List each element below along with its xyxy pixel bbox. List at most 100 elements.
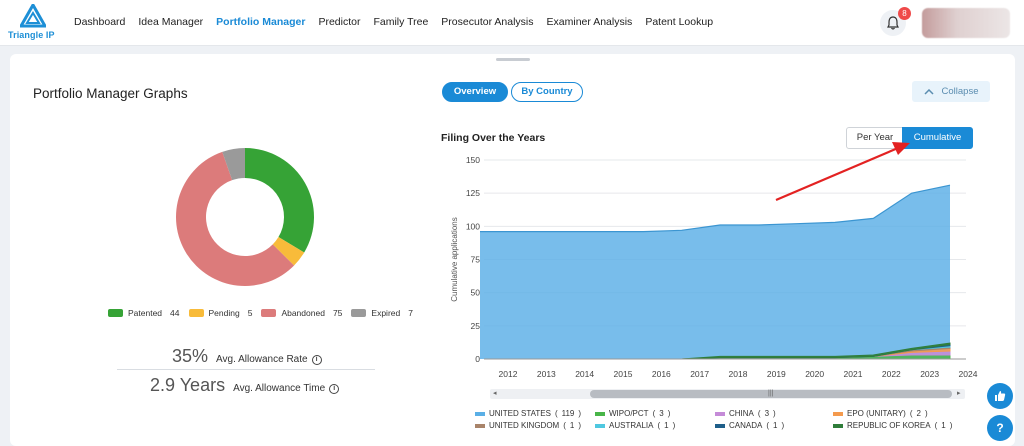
filing-area-chart: 0 25 50 75 100 125 150 Cumulative applications 2… bbox=[450, 155, 978, 379]
legend-item-united-states[interactable]: UNITED STATES (119) bbox=[475, 409, 595, 418]
legend-swatch bbox=[833, 423, 843, 428]
legend-item-epo-unitary-[interactable]: EPO (UNITARY) (2) bbox=[833, 409, 953, 418]
nav-item-predictor[interactable]: Predictor bbox=[318, 16, 361, 28]
brand-logo[interactable]: Triangle IP bbox=[8, 4, 58, 42]
tab-overview[interactable]: Overview bbox=[442, 82, 508, 102]
legend-swatch bbox=[475, 423, 485, 428]
y-tick-label: 100 bbox=[466, 221, 480, 231]
filing-chart-title: Filing Over the Years bbox=[441, 132, 546, 144]
nav-item-portfolio-manager[interactable]: Portfolio Manager bbox=[216, 16, 306, 28]
legend-item-republic-of-korea[interactable]: REPUBLIC OF KOREA (1) bbox=[833, 421, 953, 430]
legend-swatch bbox=[833, 411, 843, 416]
help-button[interactable]: ? bbox=[987, 415, 1013, 441]
donut-slice-pending[interactable] bbox=[272, 237, 305, 266]
legend-item-canada[interactable]: CANADA (1) bbox=[715, 421, 833, 430]
legend-item-wipo-pct[interactable]: WIPO/PCT (3) bbox=[595, 409, 715, 418]
country-legend: UNITED STATES (119) WIPO/PCT (3) CHINA (3)… bbox=[475, 409, 953, 430]
legend-count: 3 bbox=[659, 409, 664, 418]
tab-by-country[interactable]: By Country bbox=[511, 82, 583, 102]
chart-scrollbar[interactable]: ◂ ||| ▸ bbox=[490, 389, 965, 399]
y-tick-label: 125 bbox=[466, 188, 480, 198]
legend-count: 1 bbox=[569, 421, 575, 430]
x-tick-label: 2021 bbox=[844, 369, 863, 379]
scroll-left-arrow-icon[interactable]: ◂ bbox=[493, 390, 497, 397]
page-title: Portfolio Manager Graphs bbox=[33, 86, 188, 101]
x-tick-label: 2024 bbox=[959, 369, 978, 379]
x-tick-label: 2015 bbox=[614, 369, 633, 379]
x-tick-label: 2023 bbox=[920, 369, 939, 379]
info-icon[interactable]: i bbox=[329, 383, 340, 394]
legend-swatch bbox=[715, 423, 725, 428]
legend-count: 119 bbox=[561, 409, 575, 418]
allowance-rate-value: 35% bbox=[172, 346, 209, 366]
legend-count: 75 bbox=[332, 308, 343, 318]
donut-slice-expired[interactable] bbox=[222, 148, 245, 181]
allowance-time-value: 2.9 Years bbox=[150, 375, 226, 395]
allowance-rate-label: Avg. Allowance Rate bbox=[216, 354, 308, 365]
stats-divider bbox=[117, 369, 375, 370]
bell-icon bbox=[887, 16, 899, 30]
legend-label: Patented bbox=[128, 308, 163, 318]
allowance-rate-stat: 35% Avg. Allowance Rate i bbox=[172, 346, 322, 367]
brand-name: Triangle IP bbox=[8, 30, 55, 40]
nav-item-prosecutor-analysis[interactable]: Prosecutor Analysis bbox=[441, 16, 534, 28]
legend-label: CHINA bbox=[729, 409, 754, 418]
legend-count: 44 bbox=[170, 308, 180, 318]
legend-swatch bbox=[351, 309, 367, 317]
scroll-right-arrow-icon[interactable]: ▸ bbox=[957, 390, 961, 397]
legend-swatch bbox=[261, 309, 277, 317]
legend-count: 2 bbox=[916, 409, 921, 418]
scrollbar-thumb[interactable] bbox=[590, 390, 952, 398]
legend-label: Pending bbox=[208, 308, 240, 318]
top-navbar: Triangle IP Dashboard Idea Manager Portfol… bbox=[0, 0, 1024, 46]
legend-count: 7 bbox=[408, 308, 413, 318]
legend-count: 1 bbox=[941, 421, 946, 430]
legend-swatch bbox=[595, 411, 605, 416]
legend-item-expired[interactable]: Expired 7 bbox=[351, 308, 413, 318]
cumulative-toggle[interactable]: Cumulative bbox=[902, 127, 973, 149]
donut-slice-patented[interactable] bbox=[245, 148, 314, 253]
x-tick-label: 2019 bbox=[767, 369, 786, 379]
nav-item-patent-lookup[interactable]: Patent Lookup bbox=[645, 16, 714, 28]
drag-handle[interactable] bbox=[496, 58, 530, 61]
feedback-thumbs-up-button[interactable] bbox=[987, 383, 1013, 409]
legend-item-abandoned[interactable]: Abandoned 75 bbox=[261, 308, 342, 318]
legend-label: CANADA bbox=[729, 421, 763, 430]
legend-swatch bbox=[188, 309, 204, 317]
area-series-united-states[interactable] bbox=[480, 185, 950, 359]
y-tick-label: 75 bbox=[471, 255, 481, 265]
x-tick-label: 2016 bbox=[652, 369, 671, 379]
legend-label: Abandoned bbox=[281, 308, 325, 318]
legend-item-patented[interactable]: Patented 44 bbox=[108, 308, 180, 318]
nav-item-idea-manager[interactable]: Idea Manager bbox=[138, 16, 204, 28]
status-donut-chart bbox=[176, 148, 314, 286]
legend-item-australia[interactable]: AUSTRALIA (1) bbox=[595, 421, 715, 430]
scroll-grip-icon: ||| bbox=[768, 390, 774, 397]
x-tick-label: 2017 bbox=[690, 369, 709, 379]
main-nav: Dashboard Idea Manager Portfolio Manager Pr… bbox=[74, 16, 713, 28]
legend-item-united-kingdom[interactable]: UNITED KINGDOM (1) bbox=[475, 421, 595, 430]
info-icon[interactable]: i bbox=[311, 354, 322, 365]
per-year-toggle[interactable]: Per Year bbox=[846, 127, 904, 149]
x-tick-label: 2012 bbox=[499, 369, 518, 379]
x-tick-label: 2018 bbox=[729, 369, 748, 379]
collapse-label: Collapse bbox=[941, 86, 979, 97]
legend-item-china[interactable]: CHINA (3) bbox=[715, 409, 833, 418]
legend-label: WIPO/PCT bbox=[609, 409, 649, 418]
legend-count: 3 bbox=[764, 409, 770, 418]
notification-count-badge: 8 bbox=[898, 7, 911, 20]
donut-slice-abandoned[interactable] bbox=[176, 151, 295, 286]
y-tick-label: 25 bbox=[471, 321, 481, 331]
legend-label: REPUBLIC OF KOREA bbox=[847, 421, 931, 430]
legend-item-pending[interactable]: Pending 5 bbox=[188, 308, 253, 318]
legend-count: 5 bbox=[247, 308, 253, 318]
nav-item-examiner-analysis[interactable]: Examiner Analysis bbox=[546, 16, 633, 28]
nav-item-family-tree[interactable]: Family Tree bbox=[373, 16, 429, 28]
legend-label: AUSTRALIA bbox=[609, 421, 654, 430]
legend-label: EPO (UNITARY) bbox=[847, 409, 906, 418]
legend-label: UNITED KINGDOM bbox=[489, 421, 560, 430]
collapse-button[interactable]: Collapse bbox=[912, 81, 990, 102]
user-profile-menu[interactable] bbox=[922, 8, 1010, 38]
y-tick-label: 150 bbox=[466, 155, 480, 165]
nav-item-dashboard[interactable]: Dashboard bbox=[74, 16, 126, 28]
